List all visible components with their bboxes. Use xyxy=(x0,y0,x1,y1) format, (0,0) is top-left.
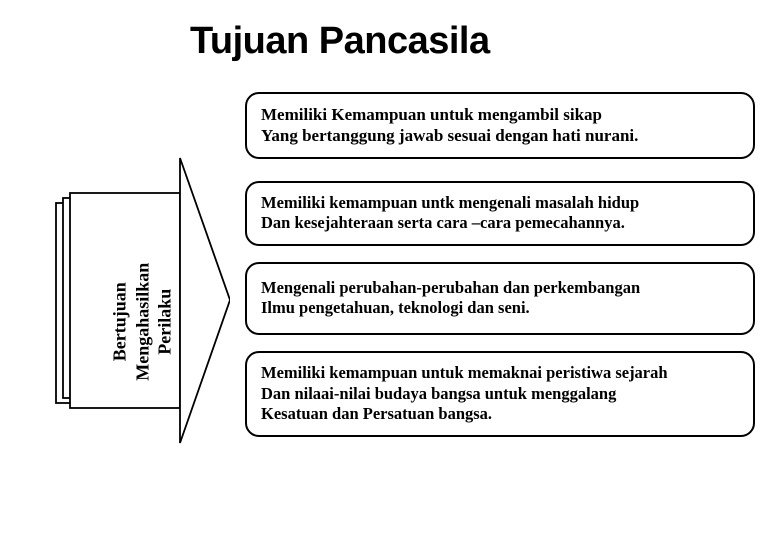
box-line: Dan kesejahteraan serta cara –cara pemec… xyxy=(261,213,739,234)
box-line: Dan nilaai-nilai budaya bangsa untuk men… xyxy=(261,384,739,405)
box-line: Memiliki kemampuan untuk memaknai perist… xyxy=(261,363,739,384)
box-line: Kesatuan dan Persatuan bangsa. xyxy=(261,404,739,425)
objective-box: Memiliki kemampuan untuk memaknai perist… xyxy=(245,351,755,437)
arrow-label-line: Perilaku xyxy=(154,289,174,355)
box-line: Memiliki kemampuan untk mengenali masala… xyxy=(261,193,739,214)
arrow-label: Bertujuan Mengahasilkan Perilaku xyxy=(108,252,176,392)
arrow-label-line: Mengahasilkan xyxy=(132,263,152,381)
box-line: Ilmu pengetahuan, teknologi dan seni. xyxy=(261,298,739,319)
objective-box: Memiliki Kemampuan untuk mengambil sikap… xyxy=(245,92,755,159)
arrow-shape: Bertujuan Mengahasilkan Perilaku xyxy=(20,88,230,508)
objective-box: Mengenali perubahan-perubahan dan perkem… xyxy=(245,262,755,335)
box-line: Yang bertanggung jawab sesuai dengan hat… xyxy=(261,125,739,146)
arrow-label-line: Bertujuan xyxy=(109,282,129,361)
objective-box: Memiliki kemampuan untk mengenali masala… xyxy=(245,181,755,246)
box-line: Mengenali perubahan-perubahan dan perkem… xyxy=(261,278,739,299)
boxes-container: Memiliki Kemampuan untuk mengambil sikap… xyxy=(245,92,755,437)
box-line: Memiliki Kemampuan untuk mengambil sikap xyxy=(261,104,739,125)
page-title: Tujuan Pancasila xyxy=(190,20,490,63)
